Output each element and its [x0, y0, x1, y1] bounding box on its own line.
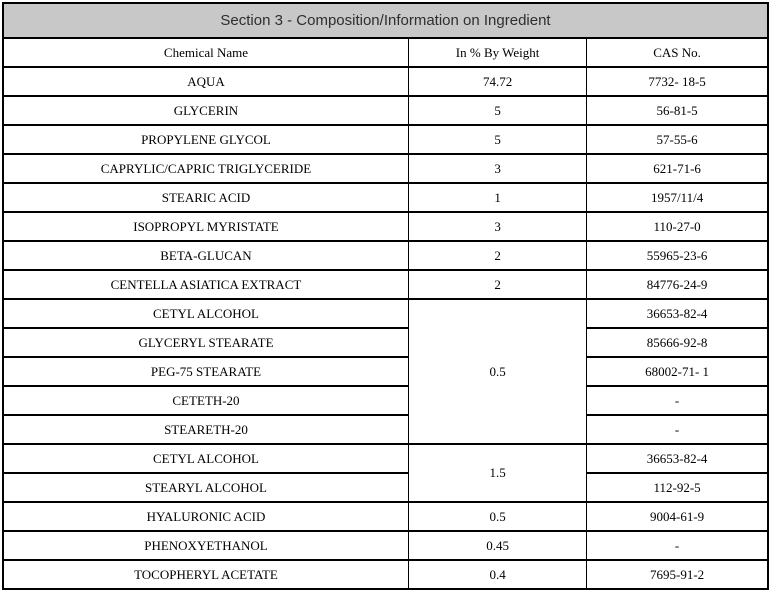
chemical-name-cell: BETA-GLUCAN — [2, 240, 409, 271]
weight-cell: 0.5 — [407, 501, 588, 532]
table-row: AQUA 74.72 7732- 18-5 — [2, 66, 769, 97]
cas-cell: 55965-23-6 — [586, 240, 769, 271]
cas-cell: 85666-92-8 — [586, 327, 769, 358]
chemical-name-cell: AQUA — [2, 66, 409, 97]
chemical-name-cell: CETYL ALCOHOL — [2, 298, 409, 329]
table-row: STEARETH-20 - — [2, 414, 769, 445]
column-header-weight: In % By Weight — [407, 37, 588, 68]
table-row: CETYL ALCOHOL 1.5 36653-82-4 — [2, 443, 769, 503]
table-row: CETETH-20 - — [2, 385, 769, 416]
section-title-row: Section 3 - Composition/Information on I… — [2, 2, 769, 39]
cas-cell: 1957/11/4 — [586, 182, 769, 213]
cas-cell: 68002-71- 1 — [586, 356, 769, 387]
cas-cell: 36653-82-4 — [586, 443, 769, 474]
chemical-name-cell: CAPRYLIC/CAPRIC TRIGLYCERIDE — [2, 153, 409, 184]
chemical-name-cell: CENTELLA ASIATICA EXTRACT — [2, 269, 409, 300]
cas-cell: 9004-61-9 — [586, 501, 769, 532]
weight-cell-merged: 0.5 — [407, 298, 588, 445]
cas-cell: 36653-82-4 — [586, 298, 769, 329]
chemical-name-cell: STEARETH-20 — [2, 414, 409, 445]
cas-cell: 84776-24-9 — [586, 269, 769, 300]
chemical-name-cell: HYALURONIC ACID — [2, 501, 409, 532]
chemical-name-cell: STEARYL ALCOHOL — [2, 472, 409, 503]
column-header-row: Chemical Name In % By Weight CAS No. — [2, 37, 769, 68]
table-row: PROPYLENE GLYCOL 5 57-55-6 — [2, 124, 769, 155]
chemical-name-cell: ISOPROPYL MYRISTATE — [2, 211, 409, 242]
weight-cell: 3 — [407, 211, 588, 242]
table-row: STEARYL ALCOHOL 112-92-5 — [2, 472, 769, 503]
weight-cell: 5 — [407, 124, 588, 155]
cas-cell: 110-27-0 — [586, 211, 769, 242]
weight-cell: 3 — [407, 153, 588, 184]
weight-cell: 1 — [407, 182, 588, 213]
chemical-name-cell: STEARIC ACID — [2, 182, 409, 213]
chemical-name-cell: PHENOXYETHANOL — [2, 530, 409, 561]
chemical-name-cell: PROPYLENE GLYCOL — [2, 124, 409, 155]
table-row: BETA-GLUCAN 2 55965-23-6 — [2, 240, 769, 271]
cas-cell: 621-71-6 — [586, 153, 769, 184]
cas-cell: - — [586, 530, 769, 561]
chemical-name-cell: GLYCERIN — [2, 95, 409, 126]
table-row: GLYCERIN 5 56-81-5 — [2, 95, 769, 126]
table-row: STEARIC ACID 1 1957/11/4 — [2, 182, 769, 213]
weight-cell-merged: 1.5 — [407, 443, 588, 503]
weight-cell: 5 — [407, 95, 588, 126]
table-row: CETYL ALCOHOL 0.5 36653-82-4 — [2, 298, 769, 445]
chemical-name-cell: CETYL ALCOHOL — [2, 443, 409, 474]
chemical-name-cell: PEG-75 STEARATE — [2, 356, 409, 387]
table-row: CAPRYLIC/CAPRIC TRIGLYCERIDE 3 621-71-6 — [2, 153, 769, 184]
column-header-chemical-name: Chemical Name — [2, 37, 409, 68]
column-header-cas: CAS No. — [586, 37, 769, 68]
chemical-name-cell: CETETH-20 — [2, 385, 409, 416]
table-row: GLYCERYL STEARATE 85666-92-8 — [2, 327, 769, 358]
cas-cell: - — [586, 414, 769, 445]
table-row: CENTELLA ASIATICA EXTRACT 2 84776-24-9 — [2, 269, 769, 300]
weight-cell: 2 — [407, 240, 588, 271]
table-row: PHENOXYETHANOL 0.45 - — [2, 530, 769, 561]
table-row: ISOPROPYL MYRISTATE 3 110-27-0 — [2, 211, 769, 242]
weight-cell: 0.45 — [407, 530, 588, 561]
table-row: HYALURONIC ACID 0.5 9004-61-9 — [2, 501, 769, 532]
weight-cell: 74.72 — [407, 66, 588, 97]
cas-cell: 7732- 18-5 — [586, 66, 769, 97]
table-row: PEG-75 STEARATE 68002-71- 1 — [2, 356, 769, 387]
cas-cell: 112-92-5 — [586, 472, 769, 503]
cas-cell: 57-55-6 — [586, 124, 769, 155]
chemical-name-cell: GLYCERYL STEARATE — [2, 327, 409, 358]
weight-cell: 2 — [407, 269, 588, 300]
section-title: Section 3 - Composition/Information on I… — [2, 2, 769, 39]
cas-cell: 56-81-5 — [586, 95, 769, 126]
cas-cell: - — [586, 385, 769, 416]
